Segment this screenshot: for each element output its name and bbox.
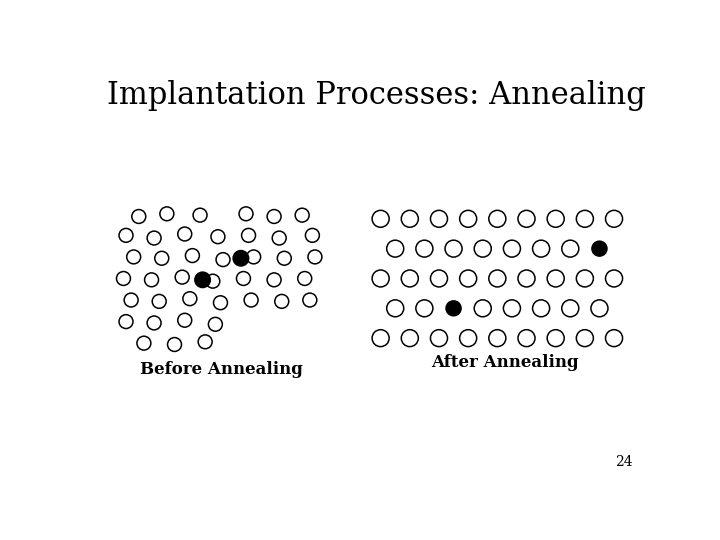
Text: Implantation Processes: Annealing: Implantation Processes: Annealing (107, 80, 646, 111)
Circle shape (446, 301, 461, 316)
Circle shape (233, 251, 248, 266)
Text: After Annealing: After Annealing (431, 354, 578, 370)
Circle shape (195, 272, 210, 287)
Text: Before Annealing: Before Annealing (140, 361, 303, 378)
Text: 24: 24 (615, 455, 632, 469)
Circle shape (592, 241, 607, 256)
